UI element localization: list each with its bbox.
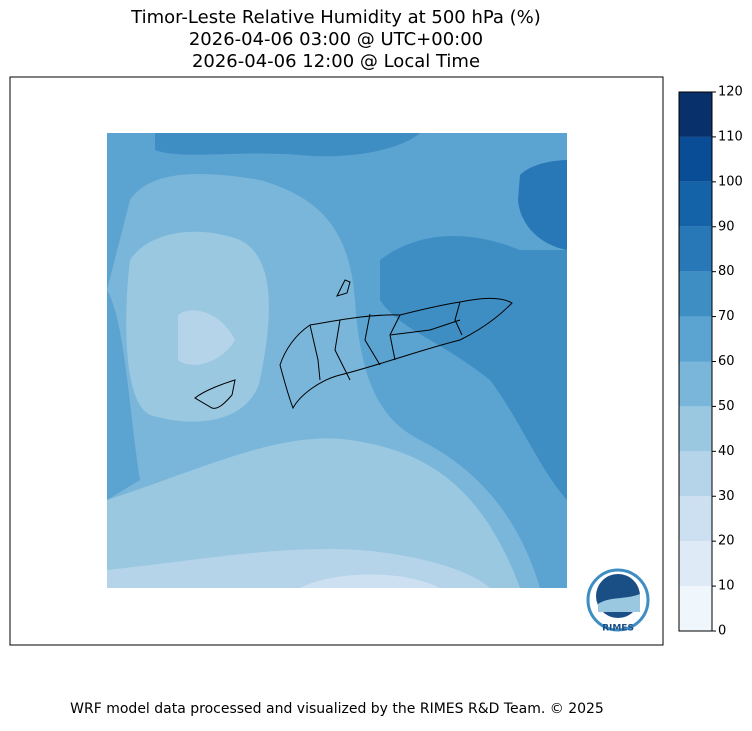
colorbar-segment	[679, 496, 712, 542]
colorbar-tick-label: 20	[718, 534, 735, 549]
colorbar-segment	[679, 136, 712, 182]
colorbar-tick-label: 60	[718, 354, 735, 369]
title-line: Timor-Leste Relative Humidity at 500 hPa…	[130, 7, 541, 28]
colorbar: 0 10 20 30 40 50 60 70 80 90 100 110 120	[678, 85, 743, 639]
colorbar-tick-label: 90	[718, 219, 735, 234]
colorbar-tick-label: 40	[718, 444, 735, 459]
colorbar-segment	[679, 92, 712, 137]
logo: RIMES	[586, 568, 650, 634]
colorbar-segment	[679, 541, 712, 587]
colorbar-segment	[679, 361, 712, 407]
footer: WRF model data processed and visualized …	[70, 701, 604, 717]
colorbar-tick-label: 10	[718, 579, 735, 594]
title-line: 2026-04-06 03:00 @ UTC+00:00	[189, 29, 483, 50]
title-line: 2026-04-06 12:00 @ Local Time	[192, 51, 480, 72]
colorbar-segment	[679, 226, 712, 272]
colorbar-tick-label: 30	[718, 489, 735, 504]
colorbar-segment	[679, 406, 712, 452]
logo-text: RIMES	[602, 624, 634, 634]
colorbar-segment	[679, 181, 712, 227]
humidity-field	[107, 133, 567, 588]
colorbar-segment	[679, 271, 712, 317]
colorbar-tick-label: 0	[718, 624, 726, 639]
colorbar-segment	[679, 586, 712, 631]
colorbar-tick-label: 110	[718, 129, 743, 144]
colorbar-tick-label: 50	[718, 399, 735, 414]
colorbar-segment	[679, 316, 712, 362]
colorbar-tick-label: 80	[718, 264, 735, 279]
colorbar-tick-label: 70	[718, 309, 735, 324]
colorbar-tick-label: 100	[718, 174, 743, 189]
colorbar-tick-label: 120	[718, 85, 743, 100]
admin-borders	[194, 279, 513, 410]
colorbar-segment	[679, 451, 712, 497]
